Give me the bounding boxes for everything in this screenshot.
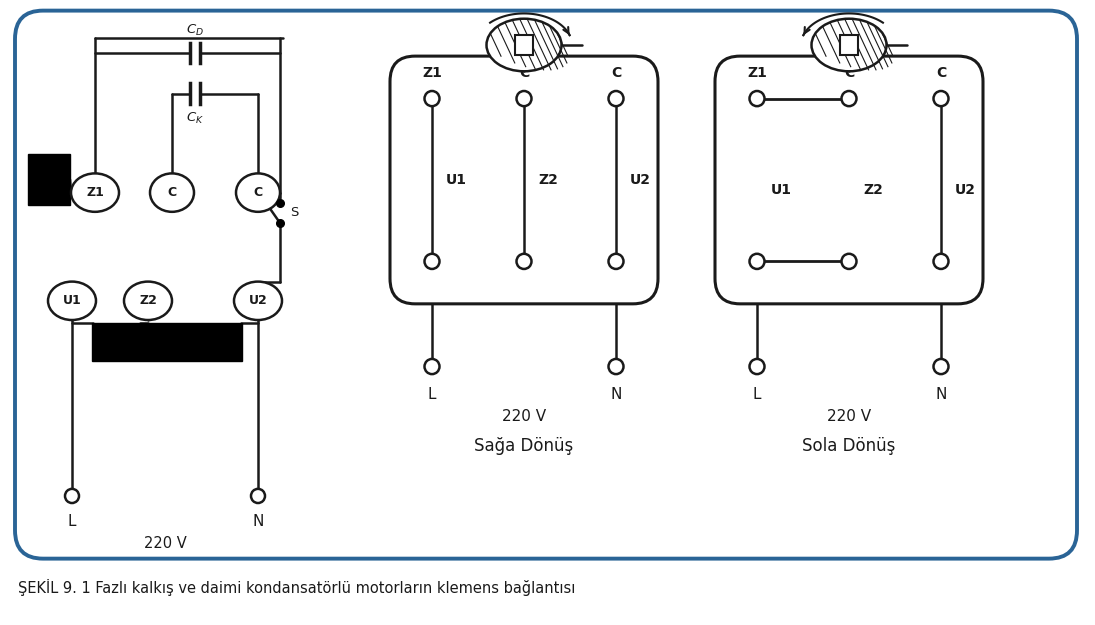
Text: Z1: Z1 xyxy=(422,66,442,81)
Ellipse shape xyxy=(48,282,96,320)
Text: U1: U1 xyxy=(771,183,792,197)
Circle shape xyxy=(425,91,439,106)
Text: U2: U2 xyxy=(630,173,652,187)
Text: Z2: Z2 xyxy=(538,173,557,187)
Circle shape xyxy=(609,91,623,106)
Text: C: C xyxy=(168,186,176,199)
Bar xyxy=(28,154,70,205)
Ellipse shape xyxy=(486,19,562,71)
FancyBboxPatch shape xyxy=(715,56,983,304)
Circle shape xyxy=(517,254,531,269)
Circle shape xyxy=(609,254,623,269)
Ellipse shape xyxy=(234,282,283,320)
Text: N: N xyxy=(252,514,264,529)
Bar xyxy=(92,323,242,361)
Text: L: L xyxy=(752,387,761,402)
Circle shape xyxy=(251,489,265,503)
Text: L: L xyxy=(68,514,77,529)
Circle shape xyxy=(517,91,531,106)
Text: L: L xyxy=(428,387,436,402)
Circle shape xyxy=(934,359,948,374)
Text: C: C xyxy=(519,66,529,81)
Text: Sağa Dönüş: Sağa Dönüş xyxy=(474,438,574,455)
FancyBboxPatch shape xyxy=(390,56,658,304)
Text: $C_K$: $C_K$ xyxy=(186,111,204,126)
Circle shape xyxy=(841,91,856,106)
Text: C: C xyxy=(253,186,263,199)
Text: Z1: Z1 xyxy=(87,186,104,199)
Bar xyxy=(840,35,858,55)
Circle shape xyxy=(934,91,948,106)
Text: Sola Dönüş: Sola Dönüş xyxy=(803,438,896,455)
Text: U1: U1 xyxy=(62,294,81,308)
Text: N: N xyxy=(935,387,947,402)
Text: 220 V: 220 V xyxy=(143,536,186,551)
Text: C: C xyxy=(936,66,946,81)
Text: Z2: Z2 xyxy=(863,183,883,197)
Text: 220 V: 220 V xyxy=(827,409,871,424)
Bar xyxy=(515,35,533,55)
Text: $C_D$: $C_D$ xyxy=(186,23,204,38)
Text: U2: U2 xyxy=(955,183,976,197)
Circle shape xyxy=(425,359,439,374)
Ellipse shape xyxy=(71,173,119,212)
Circle shape xyxy=(425,254,439,269)
Circle shape xyxy=(749,359,764,374)
Text: S: S xyxy=(290,206,298,219)
Text: C: C xyxy=(844,66,854,81)
Ellipse shape xyxy=(811,19,887,71)
Text: ŞEKİL 9. 1 Fazlı kalkış ve daimi kondansatörlü motorların klemens bağlantısı: ŞEKİL 9. 1 Fazlı kalkış ve daimi kondans… xyxy=(18,579,575,596)
FancyBboxPatch shape xyxy=(15,11,1077,559)
Circle shape xyxy=(609,359,623,374)
Text: N: N xyxy=(610,387,622,402)
Circle shape xyxy=(841,254,856,269)
Text: C: C xyxy=(611,66,621,81)
Ellipse shape xyxy=(124,282,172,320)
Ellipse shape xyxy=(150,173,194,212)
Text: Z2: Z2 xyxy=(139,294,157,308)
Circle shape xyxy=(749,91,764,106)
Text: Z1: Z1 xyxy=(747,66,766,81)
Ellipse shape xyxy=(237,173,280,212)
Circle shape xyxy=(749,254,764,269)
Circle shape xyxy=(65,489,79,503)
Text: U2: U2 xyxy=(249,294,267,308)
Text: 220 V: 220 V xyxy=(502,409,546,424)
Text: U1: U1 xyxy=(446,173,466,187)
Circle shape xyxy=(934,254,948,269)
